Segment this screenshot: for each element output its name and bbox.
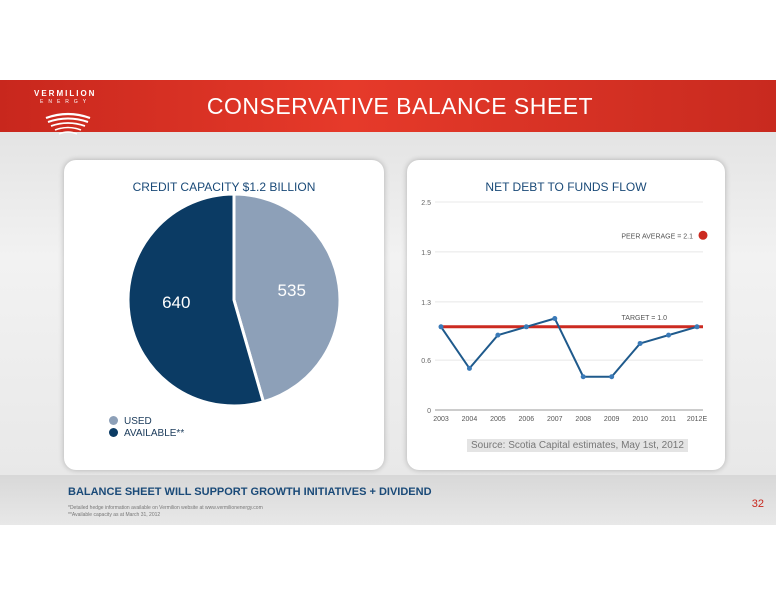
pie-value-label-used: 535 xyxy=(278,281,306,300)
line-chart: 0 0.6 1.3 1.9 2.5 2003 2004 2005 2006 2007 2008 200… xyxy=(421,200,708,423)
credit-capacity-panel: CREDIT CAPACITY $1.2 BILLION 535 640 USED… xyxy=(64,160,384,470)
legend-item-used: USED xyxy=(109,416,152,427)
x-tick-label: 2005 xyxy=(490,416,506,423)
legend-swatch-available xyxy=(109,428,118,437)
x-tick-label: 2006 xyxy=(519,416,535,423)
legend-label-available: AVAILABLE** xyxy=(124,428,185,439)
legend-label-used: USED xyxy=(124,416,152,427)
legend-item-available: AVAILABLE** xyxy=(109,428,184,439)
peer-average-label: PEER AVERAGE = 2.1 xyxy=(621,233,693,240)
footnote-capacity: **Available capacity as at March 31, 201… xyxy=(68,512,161,518)
data-point-2004 xyxy=(466,365,472,371)
pie-chart-title: CREDIT CAPACITY $1.2 BILLION xyxy=(132,180,316,194)
data-point-2009 xyxy=(609,374,615,380)
vermilion-logo xyxy=(45,112,91,135)
data-point-2010 xyxy=(637,340,643,346)
pie-slice-used xyxy=(232,192,342,404)
data-point-2005 xyxy=(495,332,501,338)
data-point-2008 xyxy=(580,374,586,380)
pie-chart: 535 640 xyxy=(126,192,342,408)
x-tick-label: 2012E xyxy=(687,416,708,423)
data-point-2012E xyxy=(694,324,700,330)
page-number: 32 xyxy=(751,498,764,510)
logo-text-vermilion: VERMILION xyxy=(34,89,97,98)
x-tick-label: 2007 xyxy=(547,416,563,423)
x-tick-label: 2010 xyxy=(632,416,648,423)
x-tick-label: 2009 xyxy=(604,416,620,423)
line-chart-title: NET DEBT TO FUNDS FLOW xyxy=(485,180,647,194)
logo-text-energy: ENERGY xyxy=(40,99,92,105)
y-tick-label: 1.3 xyxy=(421,300,431,307)
peer-average-marker xyxy=(698,230,708,240)
net-debt-panel: NET DEBT TO FUNDS FLOW 0 0.6 1.3 1.9 2.5 2003… xyxy=(407,160,725,470)
source-note: Source: Scotia Capital estimates, May 1s… xyxy=(467,439,688,452)
data-point-2011 xyxy=(666,332,672,338)
pie-value-label-available: 640 xyxy=(162,293,190,312)
pie-slice-available xyxy=(126,192,266,408)
title-bar xyxy=(0,80,776,132)
y-tick-label: 1.9 xyxy=(421,250,431,257)
footer-headline: BALANCE SHEET WILL SUPPORT GROWTH INITIA… xyxy=(68,486,432,498)
y-tick-label: 0 xyxy=(427,408,431,415)
footnote-hedge: *Detailed hedge information available on… xyxy=(68,505,263,511)
legend-swatch-used xyxy=(109,416,118,425)
data-point-2006 xyxy=(523,324,529,330)
y-tick-label: 2.5 xyxy=(421,200,431,207)
data-point-2007 xyxy=(552,315,558,321)
x-tick-label: 2003 xyxy=(433,416,449,423)
x-tick-label: 2004 xyxy=(462,416,478,423)
series-line xyxy=(440,317,698,378)
footer-band xyxy=(0,475,776,525)
x-tick-label: 2008 xyxy=(575,416,591,423)
page-title: CONSERVATIVE BALANCE SHEET xyxy=(206,93,594,119)
y-tick-label: 0.6 xyxy=(421,358,431,365)
data-point-2003 xyxy=(438,324,444,330)
x-tick-label: 2011 xyxy=(661,416,676,423)
target-label: TARGET = 1.0 xyxy=(622,315,668,322)
